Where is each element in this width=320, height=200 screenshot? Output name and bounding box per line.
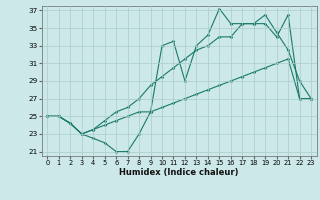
X-axis label: Humidex (Indice chaleur): Humidex (Indice chaleur) xyxy=(119,168,239,177)
